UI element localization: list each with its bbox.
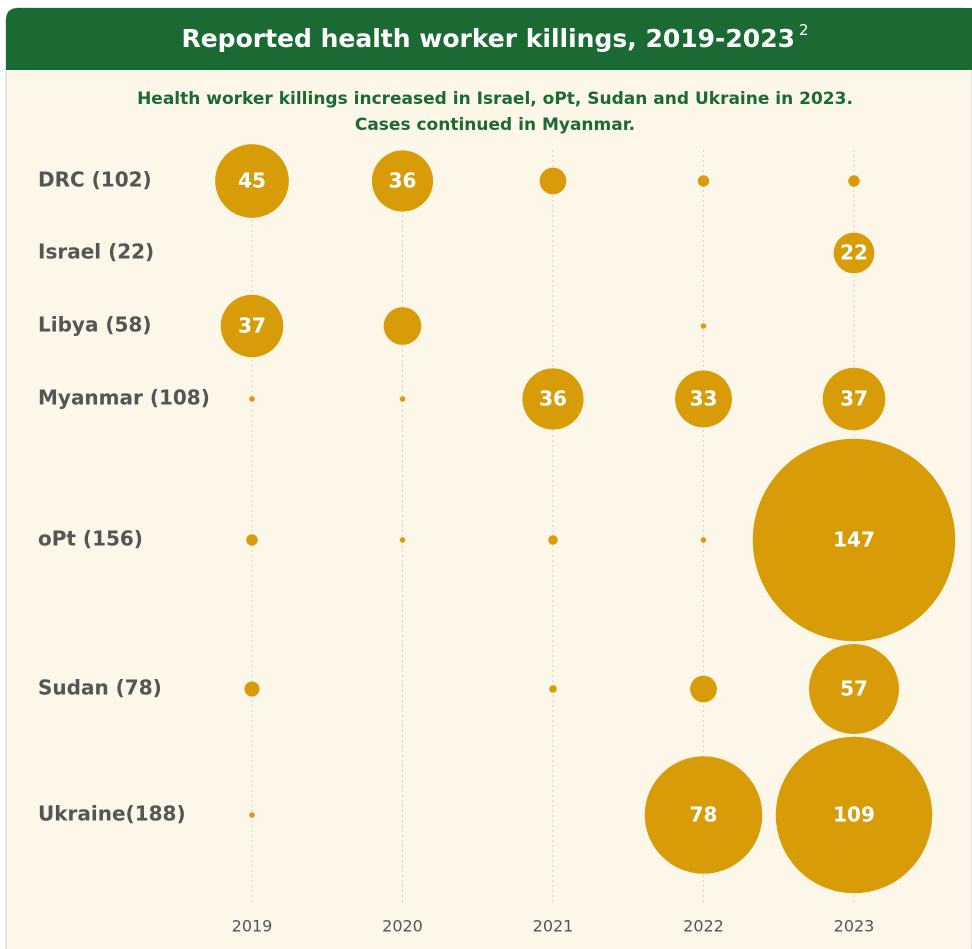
bubble <box>833 232 875 274</box>
bubble <box>246 534 258 546</box>
x-tick-label: 2023 <box>834 917 875 936</box>
bubble-label: 57 <box>840 677 868 701</box>
bubble <box>822 367 886 431</box>
bubble <box>848 175 860 187</box>
x-tick-label: 2021 <box>533 917 574 936</box>
bubble <box>249 812 255 818</box>
title-note: 2 <box>799 21 809 39</box>
bubble <box>244 681 260 697</box>
bubble <box>399 396 406 402</box>
bubble <box>775 736 933 894</box>
bubble <box>700 537 707 543</box>
bubble <box>549 685 557 693</box>
subtitle: Health worker killings increased in Isra… <box>137 89 853 109</box>
bubble <box>675 370 732 428</box>
bubble-label: 36 <box>539 387 567 411</box>
row-label: Ukraine(188) <box>38 802 186 826</box>
chart-title: Reported health worker killings, 2019-20… <box>181 21 808 54</box>
bubble-label: 36 <box>389 169 417 193</box>
bubble <box>371 150 434 212</box>
bubble <box>697 175 710 187</box>
bubble <box>249 396 255 402</box>
bubble-label: 33 <box>690 387 718 411</box>
header-bar <box>6 8 972 70</box>
x-tick-label: 2019 <box>232 917 273 936</box>
row-label: Myanmar (108) <box>38 386 210 410</box>
subtitle: Cases continued in Myanmar. <box>355 115 635 135</box>
row-label: DRC (102) <box>38 168 152 192</box>
bubble-label: 109 <box>833 803 875 827</box>
title-text: Reported health worker killings, 2019-20… <box>181 24 795 53</box>
x-tick-label: 2020 <box>382 917 423 936</box>
bubble <box>690 675 717 703</box>
bubble-label: 22 <box>840 241 868 265</box>
bubble <box>539 167 567 195</box>
bubble <box>522 368 584 430</box>
bubble <box>700 323 707 329</box>
x-tick-label: 2022 <box>683 917 724 936</box>
bubble <box>399 537 406 543</box>
row-label: Libya (58) <box>38 313 152 337</box>
bubble-label: 37 <box>238 314 266 338</box>
row-label: Israel (22) <box>38 240 154 264</box>
bubble <box>808 643 900 735</box>
bubble <box>548 535 558 545</box>
bubble-label: 147 <box>833 528 875 552</box>
bubble <box>644 756 763 874</box>
row-label: oPt (156) <box>38 527 143 551</box>
bubble <box>752 438 956 642</box>
row-label: Sudan (78) <box>38 676 162 700</box>
bubble-label: 45 <box>238 169 266 193</box>
bubble <box>383 307 422 345</box>
bubble <box>220 294 284 358</box>
bubble-label: 37 <box>840 387 868 411</box>
bubble <box>215 144 289 218</box>
bubble-label: 78 <box>690 803 718 827</box>
